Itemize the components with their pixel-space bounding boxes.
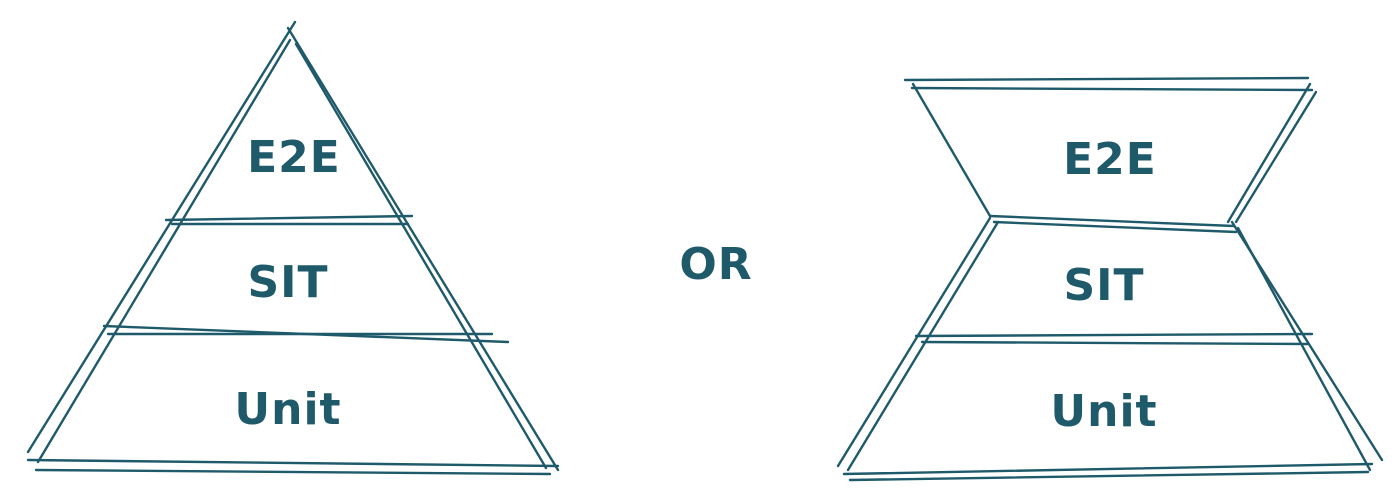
hourglass-bottom-section-outline <box>836 216 1384 482</box>
pyramid-layer-e2e-label: E2E <box>247 132 341 183</box>
hourglass-layer-sit-label: SIT <box>1063 260 1144 311</box>
test-hourglass: E2E SIT Unit <box>836 76 1384 482</box>
hourglass-middle-divider <box>988 214 1238 234</box>
hourglass-layer-unit-label: Unit <box>1050 386 1157 437</box>
pyramid-divider-top <box>164 214 414 222</box>
pyramid-outline <box>26 20 560 476</box>
hourglass-lower-divider <box>914 332 1314 346</box>
or-separator: OR <box>679 239 752 290</box>
pyramid-layer-sit-label: SIT <box>247 257 328 308</box>
hourglass-top-section-outline <box>903 76 1318 224</box>
pyramid-layer-unit-label: Unit <box>234 384 341 435</box>
hourglass-layer-e2e-label: E2E <box>1063 134 1157 185</box>
pyramid-dividers <box>102 214 510 344</box>
test-pyramid: E2E SIT Unit <box>26 20 560 476</box>
